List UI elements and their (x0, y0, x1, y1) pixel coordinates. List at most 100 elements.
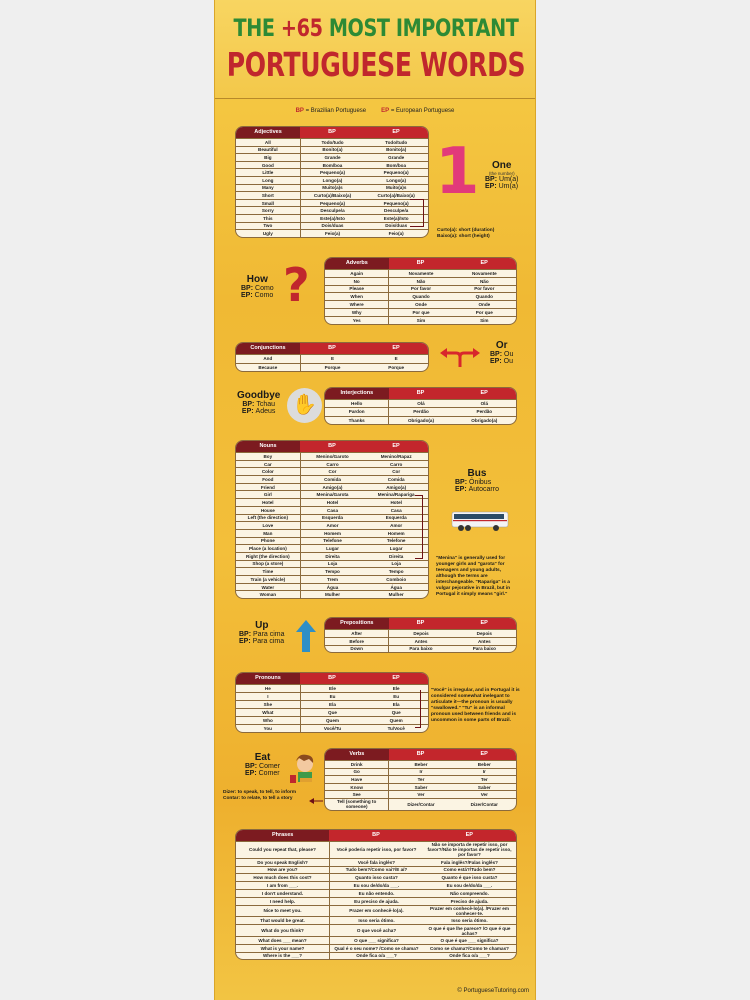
ep-cell: Não compreendo. (450, 890, 489, 896)
english-cell: What is your name? (236, 944, 330, 952)
table-row: Short Curto(a)/Baixo(a) Curto(a)/Baixo(a) (236, 191, 428, 199)
bp-cell: Curto(a)/Baixo(a) (313, 192, 352, 198)
english-cell: Big (236, 154, 301, 161)
bp-cell: Ela (329, 702, 336, 707)
bp-cell: Não (416, 278, 426, 284)
eat-callout: Eat BP: Comer EP: Comer (245, 752, 280, 777)
english-cell: No (325, 277, 390, 285)
english-cell: Girl (236, 491, 301, 499)
column-header: BP (388, 618, 453, 629)
ep-cell: Dizer/Contar (470, 801, 498, 807)
ep-cell: Grande (388, 154, 405, 160)
goodbye-bp-value: Tchau (256, 401, 276, 408)
english-cell: What (236, 709, 301, 716)
ep-cell: O que é que lhe parece? /O que é que ach… (428, 925, 511, 936)
bp-cell: Obrigado(a) (407, 417, 434, 423)
bp-cell: Feio(a) (324, 230, 341, 236)
eat-word: Eat (254, 752, 271, 763)
bp-cell: Onde fica o/a ___? (356, 953, 397, 959)
ep-cell: Sim (480, 317, 489, 323)
english-cell: Where is the ___? (236, 952, 330, 960)
bus-word: Bus (467, 468, 487, 479)
english-cell: Know (325, 783, 390, 791)
table-row: I Eu Eu (236, 692, 428, 700)
bp-cell: Esquerda (322, 515, 343, 521)
bp-cell: Loja (327, 561, 338, 567)
bp-cell: Tempo (325, 569, 340, 575)
english-cell: Woman (236, 591, 301, 599)
english-cell: Good (236, 161, 301, 169)
english-cell: Food (236, 476, 301, 483)
bus-callout: Bus BP: Ônibus EP: Autocarro (455, 468, 499, 493)
bp-cell: Pequeno(a) (320, 170, 346, 176)
bp-cell: E (330, 356, 335, 362)
bp-cell: Onde (415, 302, 427, 308)
bp-cell: Sim (416, 317, 426, 323)
goodbye-word: Goodbye (237, 390, 281, 401)
ep-cell: Por favor (474, 286, 495, 292)
table-row: Little Pequeno(a) Pequeno(a) (236, 168, 428, 176)
table-row: Water Água Água (236, 582, 428, 591)
english-cell: I am from ___. (236, 882, 330, 889)
english-cell: Car (236, 460, 301, 468)
bp-cell: Dizer/Contar (407, 801, 435, 807)
bus-icon (451, 511, 509, 531)
english-cell: Left (the direction) (236, 514, 301, 522)
english-cell: Two (236, 222, 301, 230)
eat-bp-value: Comer (259, 763, 281, 770)
ep-cell: Novamente (471, 270, 497, 276)
bp-cell: Dois/duas (321, 223, 344, 229)
english-cell: I don't understand. (236, 889, 330, 897)
bp-cell: Ver (417, 792, 425, 798)
english-cell: Where (325, 301, 390, 308)
table-row: Why Por que Por que (325, 307, 516, 316)
ep-cell: Ir (482, 769, 486, 775)
ep-cell: Ela (392, 702, 400, 707)
bp-cell: Antes (414, 638, 428, 644)
bus-bp-value: Ônibus (469, 479, 492, 486)
ep-cell: Bonito(a) (386, 147, 407, 153)
ep-cell: Curto(a)/Baixo(a) (377, 192, 415, 198)
voce-connector (415, 690, 421, 728)
ep-cell: O que é que ___ significa? (440, 937, 499, 943)
column-header: EP (452, 388, 516, 399)
english-cell: Color (236, 468, 301, 476)
table-header: Conjunctions BP EP (236, 343, 428, 354)
column-header: BP (300, 343, 364, 354)
short-note-line: Baixo(a): short (height) (437, 234, 490, 239)
ep-cell: Ter (480, 776, 488, 782)
bp-label: BP: (242, 401, 255, 408)
table-row: What do you think? O que você acha? O que … (236, 924, 516, 936)
english-cell: Water (236, 583, 301, 591)
table-row: Who Quem Quem (236, 716, 428, 724)
english-cell: I (236, 693, 301, 700)
table-header: Prepositions BP EP (325, 618, 516, 629)
bus-ep-value: Autocarro (468, 486, 499, 493)
table-row: Time Tempo Tempo (236, 567, 428, 575)
table-row: Good Bom/boa Bom/boa (236, 160, 428, 169)
table-row: Hotel Hotel Hotel (236, 498, 428, 506)
table-row: Place (a location) Lugar Lugar (236, 544, 428, 552)
one-ep-value: Um(a) (498, 183, 519, 190)
table-row: When Quando Quando (325, 292, 516, 301)
english-cell: All (236, 139, 301, 146)
ep-cell: Esquerda (385, 515, 407, 521)
ep-cell: Antes (477, 638, 491, 644)
tell-note-line: Contar: to relate, to tell a story (223, 796, 293, 801)
bp-cell: Olá (417, 401, 425, 407)
ep-cell: Preciso de ajuda. (450, 898, 489, 904)
ep-label: EP: (485, 183, 497, 190)
table-row: Because Porque Porque (236, 362, 428, 371)
table-row: Sorry Desculpe/a Desculpe/a (236, 206, 428, 214)
table-row: Car Carro Carro (236, 459, 428, 468)
english-cell: Because (236, 363, 301, 371)
ep-cell: Desculpe/a (384, 208, 409, 214)
title-line-2: PORTUGUESE WORDS (226, 45, 526, 84)
english-cell: Drink (325, 761, 390, 768)
table-row: I don't understand. Eu não entendo. Não co… (236, 888, 516, 897)
table-row: What does ___ mean? O que ___ significa? O… (236, 935, 516, 944)
english-cell: You (236, 725, 301, 732)
bp-cell: Lugar (326, 546, 339, 552)
phrases-table: Phrases BP EP Could you repeat that, please… (235, 829, 517, 961)
title-line-1: THE +65 MOST IMPORTANT (234, 14, 519, 42)
